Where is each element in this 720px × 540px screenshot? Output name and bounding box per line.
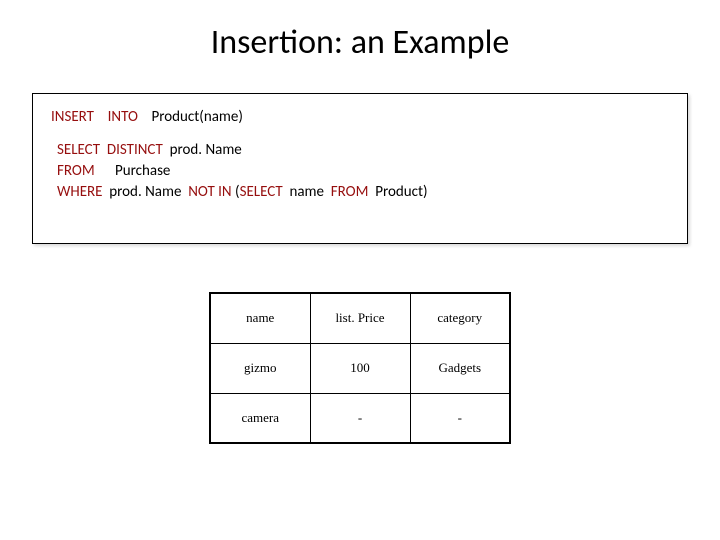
table-row: gizmo 100 Gadgets	[210, 343, 510, 393]
insert-target: Product(name)	[152, 108, 243, 126]
select-col: prod. Name	[170, 141, 242, 159]
table-header-cell: name	[210, 293, 310, 343]
sql-from-line: FROM Purchase	[57, 161, 669, 182]
table-cell: -	[410, 393, 510, 443]
sql-insert-line: INSERT INTO Product(name)	[51, 108, 669, 140]
kw-distinct: DISTINCT	[107, 141, 163, 159]
data-table: name list. Price category gizmo 100 Gadg…	[209, 292, 511, 444]
kw-from2: FROM	[331, 183, 369, 201]
table-cell: Gadgets	[410, 343, 510, 393]
table-cell: 100	[310, 343, 410, 393]
table-cell: gizmo	[210, 343, 310, 393]
kw-insert: INSERT	[51, 108, 94, 126]
kw-where: WHERE	[57, 183, 102, 201]
table-row: camera - -	[210, 393, 510, 443]
sql-select-line: SELECT DISTINCT prod. Name	[57, 140, 669, 161]
kw-into: INTO	[108, 108, 138, 126]
kw-select2: SELECT	[240, 183, 283, 201]
kw-from: FROM	[57, 162, 95, 180]
table-header-cell: category	[410, 293, 510, 343]
from-table: Purchase	[115, 162, 170, 180]
slide-title: Insertion: an Example	[0, 0, 720, 81]
where-col: prod. Name	[109, 183, 181, 201]
table-cell: -	[310, 393, 410, 443]
sql-code-box: INSERT INTO Product(name) SELECT DISTINC…	[32, 93, 688, 244]
table-cell: camera	[210, 393, 310, 443]
sub-table: Product)	[375, 183, 427, 201]
table-header-cell: list. Price	[310, 293, 410, 343]
data-table-wrap: name list. Price category gizmo 100 Gadg…	[0, 292, 720, 444]
kw-notin: NOT IN	[188, 183, 231, 201]
sql-select-block: SELECT DISTINCT prod. Name FROM Purchase…	[51, 140, 669, 203]
sql-where-line: WHERE prod. Name NOT IN (SELECT name FRO…	[57, 182, 669, 203]
sub-col: name	[289, 183, 324, 201]
table-row: name list. Price category	[210, 293, 510, 343]
kw-select: SELECT	[57, 141, 100, 159]
